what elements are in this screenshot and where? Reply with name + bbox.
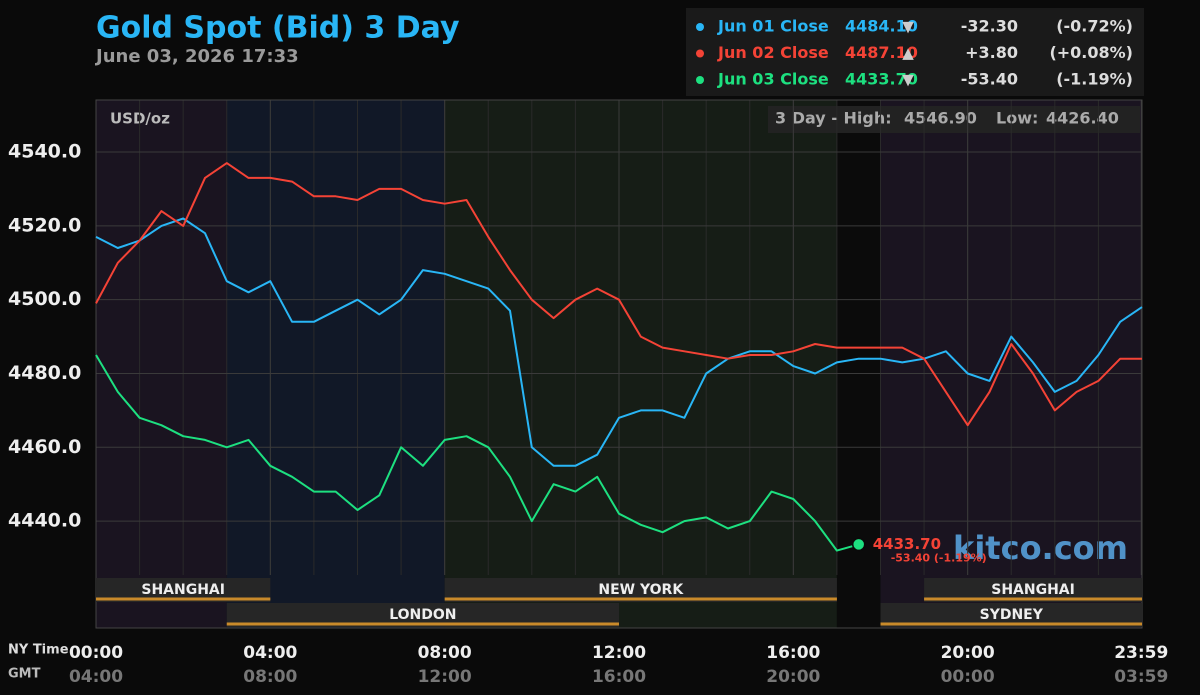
x2-tick-label: 03:59	[1114, 667, 1168, 687]
end-change-label: -53.40 (-1.19%)	[891, 551, 987, 564]
session-shading	[444, 100, 837, 628]
legend-change: -32.30	[961, 17, 1018, 36]
x2-tick-label: 00:00	[941, 667, 995, 687]
legend-marker	[696, 49, 704, 58]
end-marker	[851, 537, 866, 552]
plot-frame	[95, 99, 1143, 629]
x-tick-label: 20:00	[941, 643, 995, 663]
x-tick-label: 08:00	[418, 643, 472, 663]
legend-box	[686, 8, 1144, 96]
session-label: LONDON	[389, 607, 456, 623]
session-label: NEW YORK	[598, 582, 684, 598]
x2-tick-label: 04:00	[69, 667, 123, 687]
legend-arrow: ▲	[902, 44, 914, 62]
x-tick-label: 04:00	[243, 643, 297, 663]
x2-tick-label: 16:00	[592, 667, 646, 687]
session-label: SHANGHAI	[141, 582, 225, 598]
x-tick-label: 16:00	[766, 643, 820, 663]
x-tick-label: 00:00	[69, 643, 123, 663]
range-high: 4546.90	[904, 109, 977, 128]
y-tick-label: 4480.0	[8, 362, 81, 384]
session-shading	[96, 100, 227, 628]
series-line	[95, 162, 1142, 427]
session-label: SYDNEY	[980, 607, 1044, 623]
legend-label: Jun 01 Close	[717, 17, 829, 36]
legend-change: +3.80	[965, 43, 1018, 62]
legend-arrow: ▼	[902, 18, 914, 36]
legend-change-pct: (+0.08%)	[1049, 43, 1133, 62]
chart-subtitle: June 03, 2026 17:33	[94, 46, 299, 67]
y-tick-label: 4500.0	[8, 288, 81, 310]
session-label: SHANGHAI	[991, 582, 1075, 598]
legend-marker	[696, 76, 704, 84]
x2-tick-label: 20:00	[766, 667, 820, 687]
range-box	[768, 106, 1140, 133]
legend-change-pct: (-0.72%)	[1056, 17, 1133, 36]
legend-close: 4484.10	[845, 17, 918, 36]
y-tick-label: 4540.0	[8, 141, 81, 163]
legend-marker	[696, 23, 704, 31]
range-prefix: 3 Day - High:	[775, 109, 892, 128]
legend-close: 4433.70	[845, 70, 918, 89]
x2-tick-label: 08:00	[243, 667, 297, 687]
legend-arrow: ▼	[902, 71, 914, 89]
y-tick-label: 4520.0	[8, 214, 81, 236]
y-tick-label: 4460.0	[8, 436, 81, 458]
x-tick-label: 12:00	[592, 643, 646, 663]
y-tick-label: 4440.0	[8, 510, 81, 532]
x2-axis-label: GMT	[8, 667, 41, 682]
legend-change: -53.40	[961, 70, 1018, 89]
x2-tick-label: 12:00	[418, 667, 472, 687]
range-low: 4426.40	[1046, 109, 1119, 128]
x-tick-label: 23:59	[1114, 643, 1168, 663]
range-low-prefix: Low:	[996, 109, 1038, 128]
legend-label: Jun 02 Close	[717, 43, 829, 62]
legend-close: 4487.10	[845, 43, 918, 62]
chart-title: Gold Spot (Bid) 3 Day	[96, 11, 460, 46]
x-axis-label: NY Time	[8, 643, 69, 658]
unit-label: USD/oz	[110, 110, 170, 128]
series-line	[95, 217, 1143, 467]
series-line	[95, 354, 859, 552]
end-price-label: 4433.70	[873, 535, 941, 553]
legend-change-pct: (-1.19%)	[1056, 70, 1133, 89]
legend-label: Jun 03 Close	[717, 70, 829, 89]
session-shading	[226, 100, 445, 628]
